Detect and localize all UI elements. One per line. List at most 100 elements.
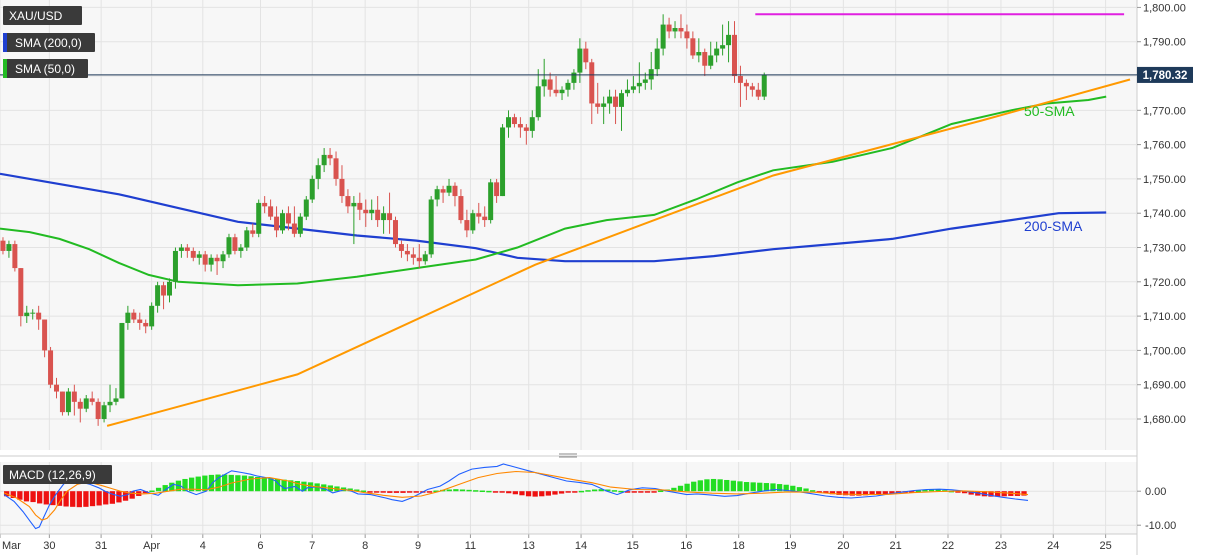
macd-histogram-bar (763, 483, 770, 492)
macd-histogram-bar (373, 491, 380, 493)
price-tick-label: 1,760.00 (1143, 140, 1186, 152)
time-tick-label: 6 (257, 540, 263, 552)
macd-plot-background (0, 462, 1137, 534)
candle-body (101, 405, 107, 419)
candle-body (280, 213, 285, 231)
candle-body (12, 244, 18, 269)
macd-histogram-bar (876, 491, 882, 495)
macd-histogram-bar (862, 491, 869, 496)
candle-body (77, 401, 83, 409)
candle-body (190, 250, 196, 258)
candle-body (398, 244, 404, 251)
macd-histogram-bar (545, 491, 552, 496)
macd-histogram-bar (307, 482, 314, 492)
candle-body (476, 213, 482, 217)
macd-histogram-bar (909, 491, 915, 493)
macd-histogram-bar (869, 491, 875, 495)
macd-histogram-bar (1001, 491, 1007, 497)
macd-histogram-bar (261, 477, 267, 492)
candle-body (71, 391, 77, 402)
time-tick-label: 23 (995, 540, 1007, 552)
candle-body (624, 89, 630, 94)
candle-body (161, 285, 167, 296)
candle-body (732, 34, 737, 77)
macd-histogram-bar (829, 491, 836, 495)
pane-resize-handle[interactable] (559, 453, 577, 458)
candle-body (172, 250, 178, 282)
legend-sma200[interactable]: SMA (200,0) (3, 33, 95, 52)
price-tick-label: 1,730.00 (1143, 243, 1186, 255)
candle-body (214, 257, 220, 262)
macd-histogram-bar (400, 491, 406, 493)
price-tick-label: 1,770.00 (1143, 105, 1186, 117)
macd-histogram-bar (446, 489, 452, 492)
macd-histogram-bar (618, 490, 624, 493)
candle-body (226, 237, 232, 255)
legend-macd[interactable]: MACD (12,26,9) (3, 465, 112, 484)
macd-histogram-bar (37, 491, 43, 504)
candle-body (59, 391, 65, 413)
candle-body (238, 247, 244, 251)
legend-sma50[interactable]: SMA (50,0) (3, 59, 88, 78)
candle-body (517, 124, 523, 128)
macd-histogram-bar (790, 485, 796, 492)
macd-histogram-bar (565, 491, 571, 493)
macd-histogram-bar (466, 489, 472, 492)
sma50-line (0, 95, 1107, 287)
macd-histogram-bar (882, 491, 888, 495)
macd-histogram-bar (743, 482, 750, 492)
candle-body (428, 199, 434, 255)
candle-body (351, 202, 357, 207)
candle-body (696, 52, 702, 56)
candle-body (42, 319, 48, 351)
macd-histogram-bar (843, 491, 849, 496)
candle-body (285, 213, 291, 224)
candle-body (95, 401, 101, 419)
macd-histogram-bar (836, 491, 842, 495)
candle-body (178, 247, 184, 251)
macd-histogram-bar (889, 491, 895, 494)
macd-histogram-bar (235, 475, 241, 492)
time-tick-label: 18 (733, 540, 745, 552)
candle-body (494, 182, 500, 197)
candle-body (167, 281, 172, 296)
legend-xauusd[interactable]: XAU/USD (3, 6, 82, 25)
macd-histogram-bar (294, 481, 300, 492)
macd-histogram-bar (572, 491, 578, 493)
candle-body (761, 74, 767, 97)
macd-histogram-bar (169, 482, 175, 492)
legend-sma200-label: SMA (200,0) (15, 36, 82, 50)
macd-histogram-bar (387, 491, 393, 493)
macd-histogram-bar (823, 491, 829, 494)
macd-histogram-bar (486, 490, 492, 493)
macd-histogram-bar (809, 490, 816, 492)
candle-body (666, 24, 672, 32)
macd-histogram-bar (248, 476, 254, 492)
macd-histogram-bar (479, 490, 485, 493)
candle-body (125, 312, 131, 323)
candle-body (363, 209, 369, 214)
macd-histogram-bar (658, 490, 664, 493)
current-price-label: 1,780.32 (1143, 70, 1188, 82)
macd-histogram-bar (473, 490, 479, 492)
macd-histogram-bar (644, 491, 651, 493)
candle-body (452, 185, 458, 197)
time-tick-label: 8 (362, 540, 368, 552)
candle-body (65, 391, 71, 413)
candle-body (434, 189, 440, 200)
macd-histogram-bar (803, 488, 809, 492)
candle-body (256, 202, 262, 234)
candle-body (613, 96, 619, 107)
candle-body (327, 154, 333, 159)
time-axis: Mar 30 31 Apr 4 6 7 8 9 11 13 14 15 16 18 19 20 21 22 23 24 2… (0, 533, 1137, 552)
macd-histogram-bar (724, 479, 730, 492)
macd-histogram-bar (453, 489, 459, 492)
candlesticks (0, 14, 767, 426)
candle-body (619, 93, 624, 107)
macd-histogram-bar (96, 491, 102, 506)
macd-histogram-bar (955, 491, 961, 493)
macd-histogram-bar (155, 487, 162, 492)
macd-histogram-bar (367, 491, 373, 493)
legend-macd-label: MACD (12,26,9) (9, 468, 96, 482)
